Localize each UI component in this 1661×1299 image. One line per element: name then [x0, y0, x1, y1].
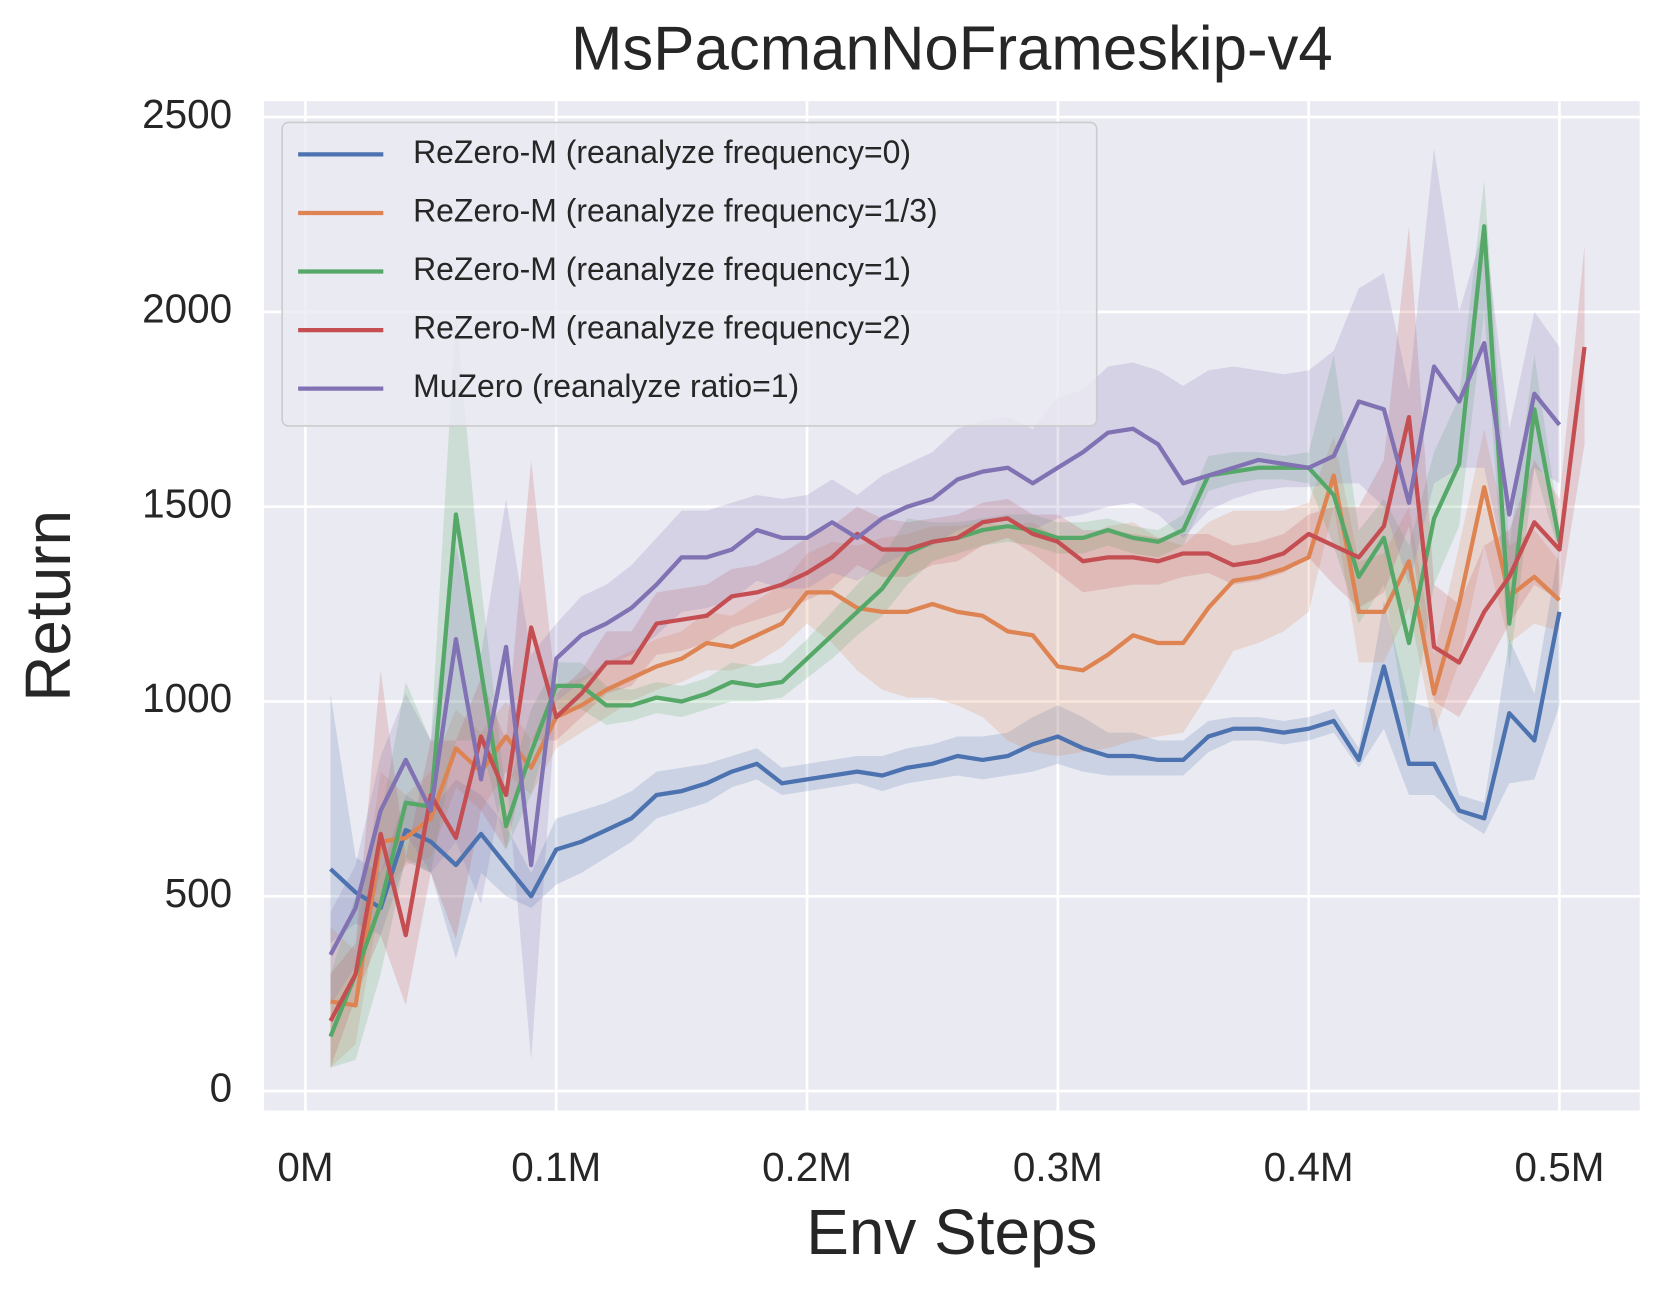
series-line: [329, 611, 1562, 911]
y-tick-label: 1500: [142, 480, 232, 526]
y-tick-label: 2500: [142, 91, 232, 137]
y-tick-label: 1000: [142, 675, 232, 721]
series-line: [328, 340, 1562, 956]
confidence-band: [330, 428, 1560, 1068]
y-tick-label: 500: [165, 870, 233, 916]
x-tick-label: 0.2M: [762, 1144, 852, 1190]
y-axis-label: Return: [12, 510, 84, 702]
confidence-band: [330, 545, 1560, 959]
legend-label: ReZero-M (reanalyze frequency=1): [413, 251, 911, 287]
legend-box: [281, 121, 1098, 427]
x-tick-label: 0.1M: [511, 1144, 601, 1190]
series-line: [330, 473, 1561, 1008]
x-tick-label: 0.4M: [1264, 1144, 1354, 1190]
legend-label: ReZero-M (reanalyze frequency=0): [413, 134, 911, 170]
x-tick-label: 0.3M: [1013, 1144, 1103, 1190]
x-tick-label: 0M: [277, 1144, 333, 1190]
y-tick-label: 0: [210, 1065, 233, 1111]
legend: ReZero-M (reanalyze frequency=0) ReZero-M…: [281, 121, 1098, 427]
legend-label: ReZero-M (reanalyze frequency=1/3): [413, 192, 938, 228]
legend-label: MuZero (reanalyze ratio=1): [413, 368, 799, 404]
data-layer: [328, 148, 1587, 1068]
chart-title: MsPacmanNoFrameskip-v4: [571, 15, 1333, 84]
x-tick-label: 0.5M: [1514, 1144, 1604, 1190]
legend-label: ReZero-M (reanalyze frequency=2): [413, 310, 911, 346]
y-tick-label: 2000: [142, 286, 232, 332]
series-line: [328, 346, 1587, 1022]
confidence-band: [330, 148, 1560, 1060]
x-axis-label: Env Steps: [806, 1196, 1097, 1268]
